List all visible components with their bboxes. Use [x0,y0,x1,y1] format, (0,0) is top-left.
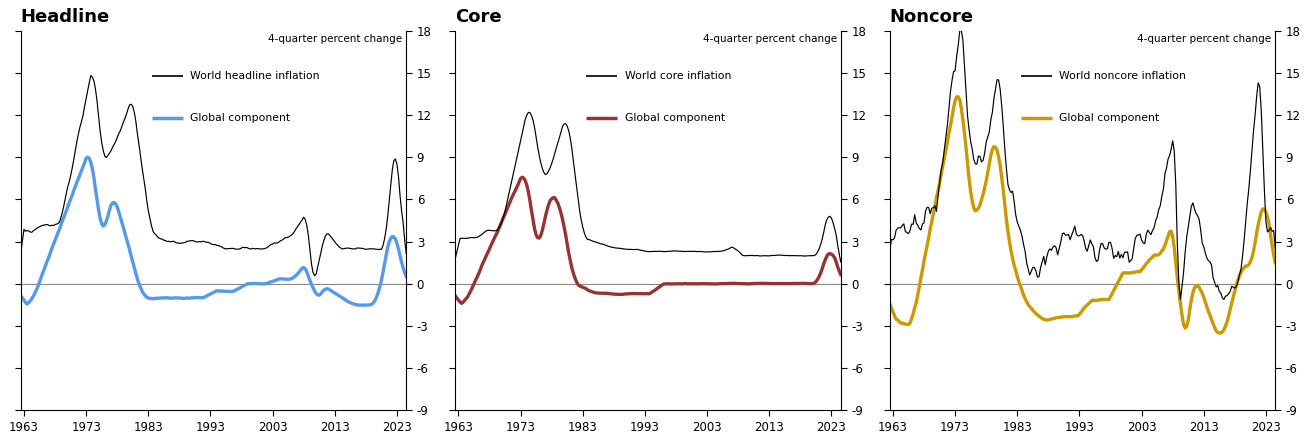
Text: Headline: Headline [21,8,110,27]
Text: 4-quarter percent change: 4-quarter percent change [1138,34,1271,45]
Text: Global component: Global component [624,113,725,123]
Text: World noncore inflation: World noncore inflation [1059,71,1186,81]
Text: Noncore: Noncore [890,8,974,27]
Text: 4-quarter percent change: 4-quarter percent change [703,34,836,45]
Text: Core: Core [456,8,501,27]
Text: 4-quarter percent change: 4-quarter percent change [268,34,402,45]
Text: Global component: Global component [1059,113,1160,123]
Text: World core inflation: World core inflation [624,71,732,81]
Text: World headline inflation: World headline inflation [190,71,319,81]
Text: Global component: Global component [190,113,291,123]
